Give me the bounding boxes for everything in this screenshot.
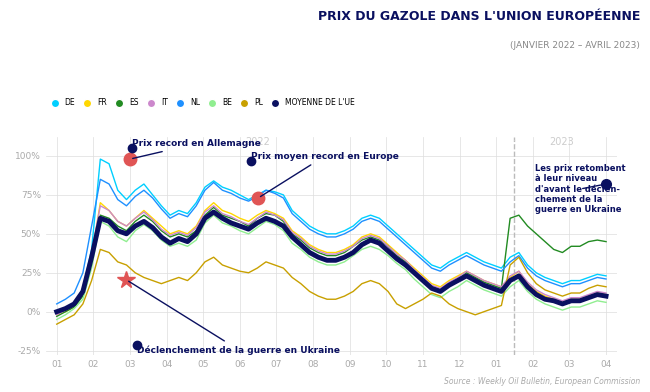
Text: 2023: 2023	[550, 137, 575, 147]
Text: Les prix retombent
à leur niveau
d'avant le déclen-
chement de la
guerre en Ukra: Les prix retombent à leur niveau d'avant…	[535, 164, 625, 214]
Text: PRIX DU GAZOLE DANS L'UNION EUROPÉENNE: PRIX DU GAZOLE DANS L'UNION EUROPÉENNE	[318, 10, 640, 23]
Text: Prix moyen record en Europe: Prix moyen record en Europe	[251, 152, 398, 196]
Text: 2022: 2022	[246, 137, 270, 147]
Text: Déclenchement de la guerre en Ukraine: Déclenchement de la guerre en Ukraine	[129, 281, 341, 355]
Text: (JANVIER 2022 – AVRIL 2023): (JANVIER 2022 – AVRIL 2023)	[510, 41, 640, 50]
Text: :: :	[513, 137, 516, 147]
Text: Prix record en Allemagne: Prix record en Allemagne	[132, 139, 261, 158]
Legend: DE, FR, ES, IT, NL, BE, PL, MOYENNE DE L'UE: DE, FR, ES, IT, NL, BE, PL, MOYENNE DE L…	[44, 95, 358, 111]
Text: Source : Weekly Oil Bulletin, European Commission: Source : Weekly Oil Bulletin, European C…	[444, 377, 640, 386]
